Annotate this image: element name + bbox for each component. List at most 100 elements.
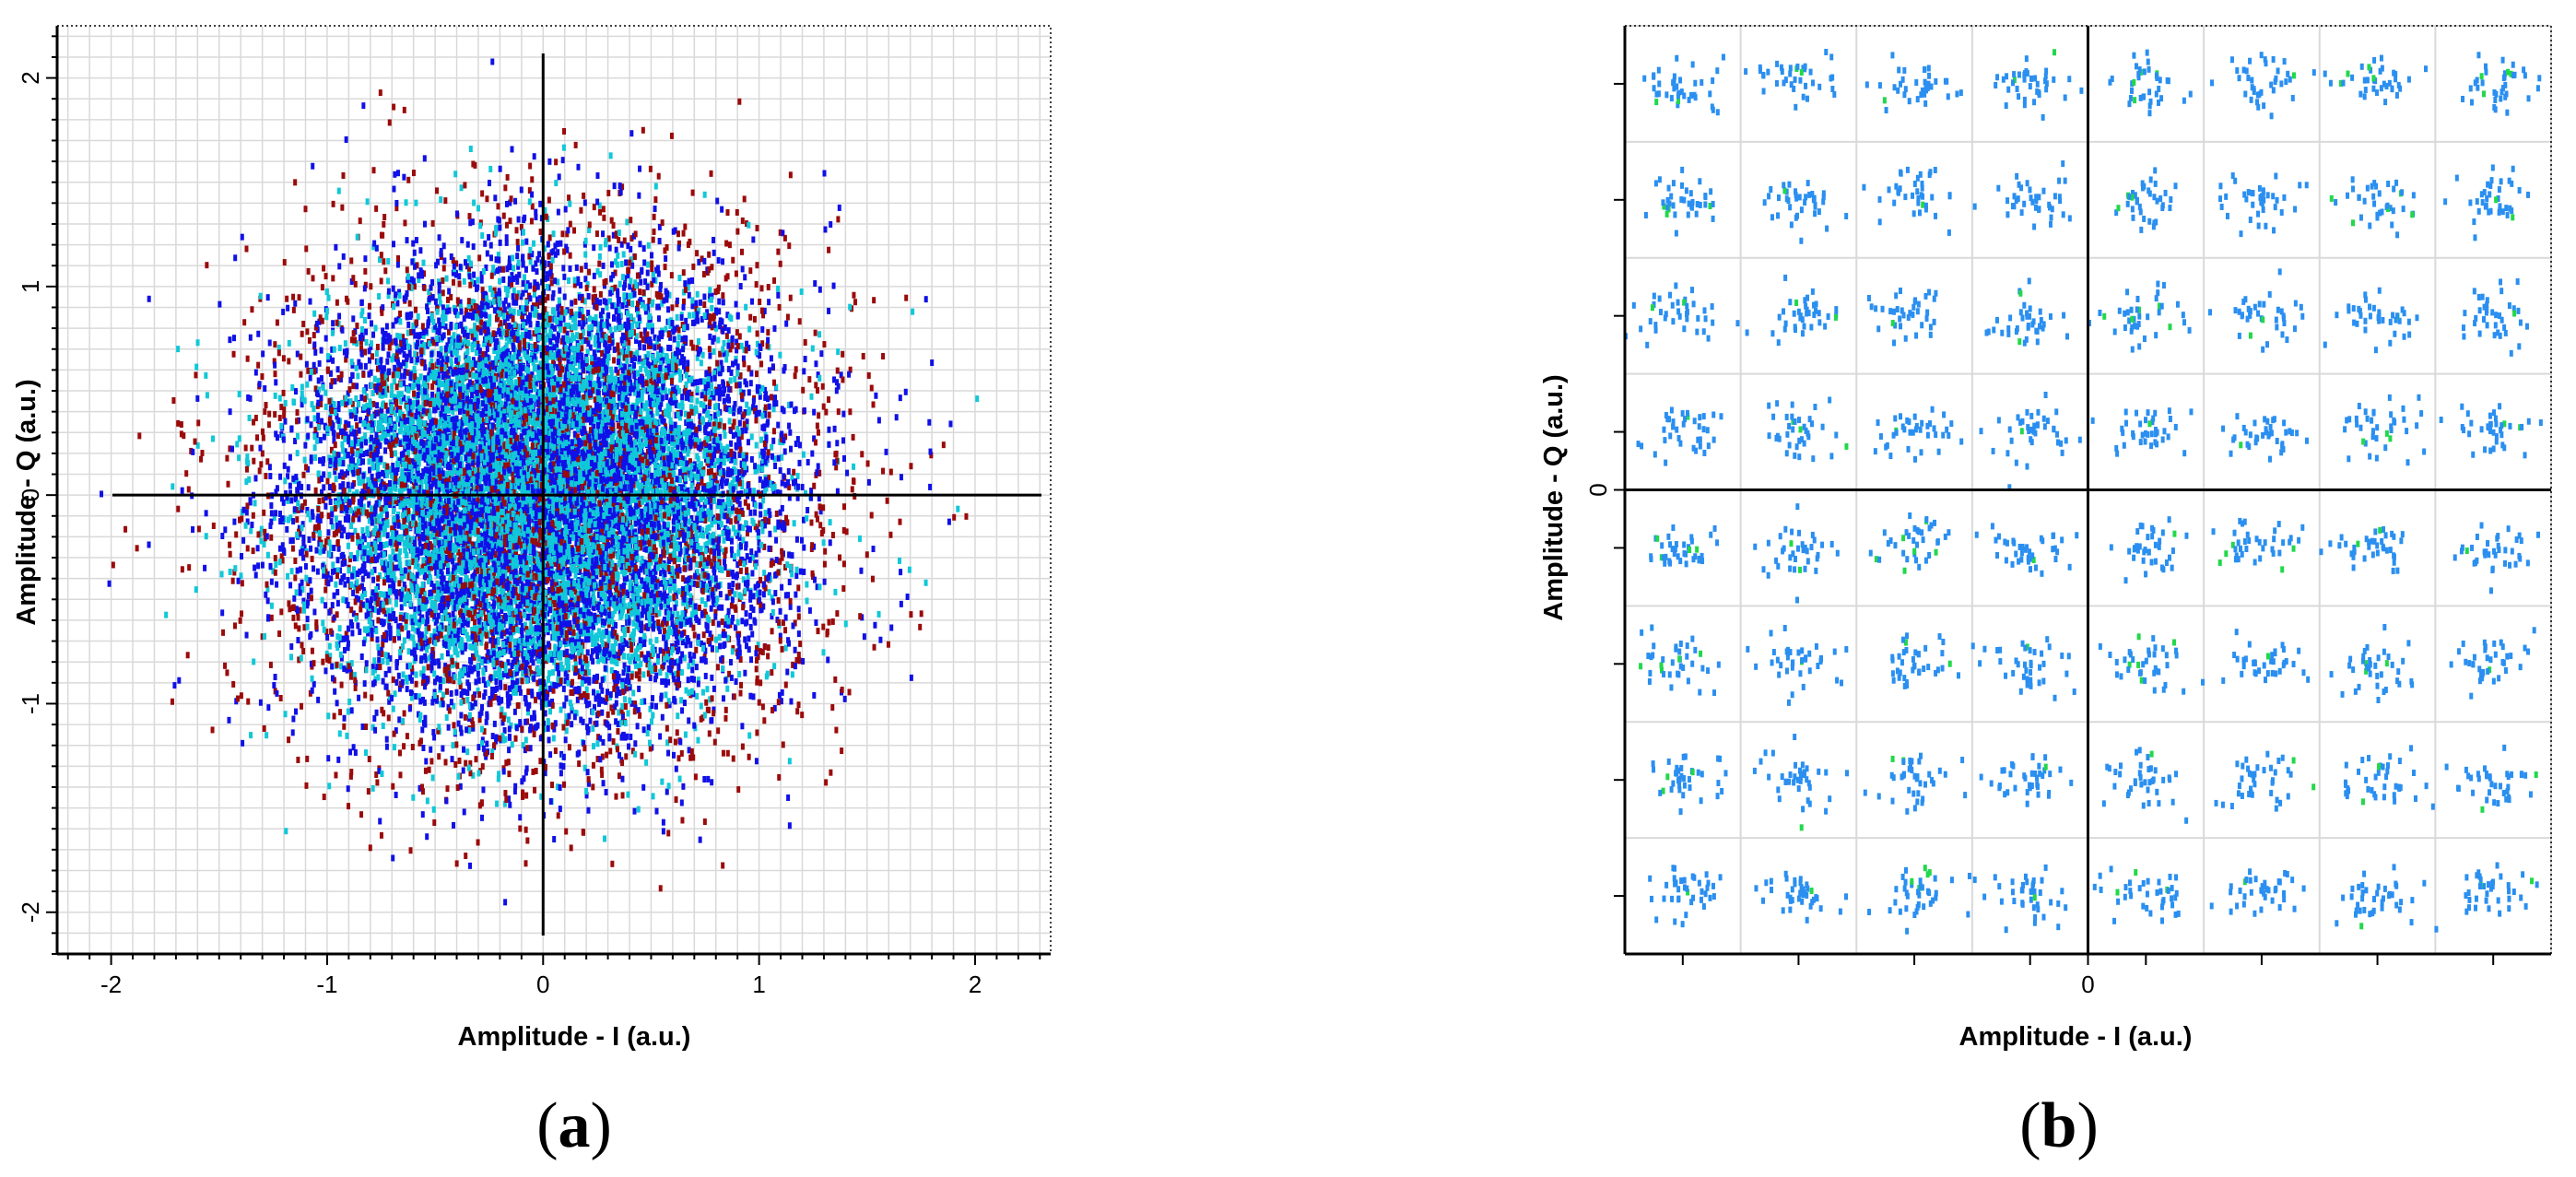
chart-a-point <box>264 591 268 598</box>
chart-a-point <box>573 141 578 148</box>
chart-a-point <box>626 402 630 409</box>
chart-a-point <box>349 430 354 437</box>
chart-a-point <box>481 626 486 633</box>
chart-a-point <box>487 535 491 542</box>
chart-a-point <box>375 455 380 463</box>
chart-a-point <box>582 192 586 199</box>
chart-a-point <box>435 675 440 682</box>
chart-a-point <box>616 441 620 448</box>
chart-a-point <box>527 253 532 260</box>
chart-a-point <box>483 618 488 626</box>
chart-a-point <box>426 642 430 650</box>
chart-a-point <box>411 400 416 407</box>
chart-a-point <box>550 615 555 622</box>
chart-a-point <box>676 368 680 375</box>
chart-a-point <box>591 783 595 791</box>
chart-a-point <box>616 291 620 299</box>
chart-a-point <box>440 359 444 367</box>
chart-a-point <box>373 324 378 332</box>
chart-a-point <box>729 427 734 434</box>
chart-a-point <box>402 351 406 359</box>
chart-a-point <box>653 442 658 450</box>
chart-a-point <box>530 445 535 453</box>
chart-a-point <box>471 586 476 594</box>
chart-a-point <box>627 339 631 347</box>
chart-a-point <box>445 677 450 684</box>
chart-a-point <box>656 495 661 502</box>
chart-a-point <box>391 322 395 329</box>
chart-a-point <box>688 651 692 658</box>
chart-a-point <box>460 428 465 435</box>
chart-a-point <box>394 540 398 547</box>
chart-a-point <box>614 246 618 253</box>
chart-a-point <box>766 644 770 652</box>
chart-a-point <box>650 394 654 402</box>
chart-a-point <box>710 521 714 528</box>
chart-a-point <box>483 445 488 453</box>
chart-a-point <box>643 586 648 594</box>
chart-a-point <box>786 592 791 599</box>
chart-a-point <box>269 534 274 541</box>
chart-a-point <box>529 714 534 722</box>
chart-a-point <box>347 567 351 574</box>
chart-a-point <box>627 479 631 487</box>
chart-a-point <box>349 669 354 677</box>
chart-a-point <box>430 219 435 227</box>
chart-a-point <box>683 577 688 584</box>
chart-a-point <box>535 467 540 475</box>
chart-a-point <box>290 729 295 736</box>
chart-a-point <box>566 573 570 581</box>
chart-a-point <box>414 692 418 700</box>
chart-a-point <box>463 713 467 721</box>
chart-a-point <box>383 447 388 454</box>
chart-a-point <box>647 433 652 441</box>
chart-a-point <box>398 362 403 370</box>
chart-a-point <box>346 576 350 583</box>
chart-a-point <box>770 394 774 401</box>
chart-a-point <box>658 286 663 293</box>
chart-a-point <box>665 369 670 376</box>
chart-a-point <box>317 477 322 484</box>
chart-a-point <box>498 277 502 285</box>
chart-a-point <box>570 678 575 686</box>
chart-a-point <box>653 400 658 407</box>
chart-a-point <box>235 441 240 448</box>
chart-a-point <box>578 408 582 416</box>
chart-a-point <box>783 433 788 441</box>
chart-a-point <box>502 405 507 412</box>
chart-a-point <box>449 654 453 662</box>
chart-a-point <box>347 434 351 441</box>
chart-a-point <box>525 605 530 612</box>
chart-a-point <box>481 677 486 684</box>
chart-a-point <box>644 593 649 600</box>
chart-a-point <box>634 305 639 312</box>
chart-a-point <box>417 711 421 718</box>
chart-a-point <box>462 442 466 450</box>
chart-a-point <box>290 545 295 552</box>
chart-a-point <box>775 488 780 496</box>
chart-a-point <box>595 381 600 388</box>
chart-a-point <box>729 369 734 376</box>
chart-a-point <box>437 521 441 528</box>
chart-a-point <box>135 545 139 552</box>
chart-a-point <box>716 604 721 611</box>
chart-a-point <box>693 773 698 781</box>
chart-a-point <box>549 273 554 280</box>
chart-a-point <box>456 355 461 362</box>
chart-a-point <box>538 383 543 391</box>
chart-a-point <box>929 452 934 459</box>
chart-a-point <box>740 217 745 224</box>
chart-a-point <box>491 265 496 272</box>
chart-a-point <box>392 303 396 311</box>
chart-a-point <box>305 506 310 513</box>
chart-a-point <box>386 292 391 300</box>
chart-a-point <box>507 337 512 345</box>
chart-a-point <box>593 293 597 300</box>
chart-a-point <box>735 347 739 354</box>
chart-a-point <box>841 584 846 592</box>
chart-a-point <box>548 708 553 715</box>
chart-a-point <box>394 599 398 606</box>
chart-a-point <box>526 709 531 716</box>
chart-a-point <box>448 577 453 584</box>
chart-a-point <box>836 216 841 223</box>
